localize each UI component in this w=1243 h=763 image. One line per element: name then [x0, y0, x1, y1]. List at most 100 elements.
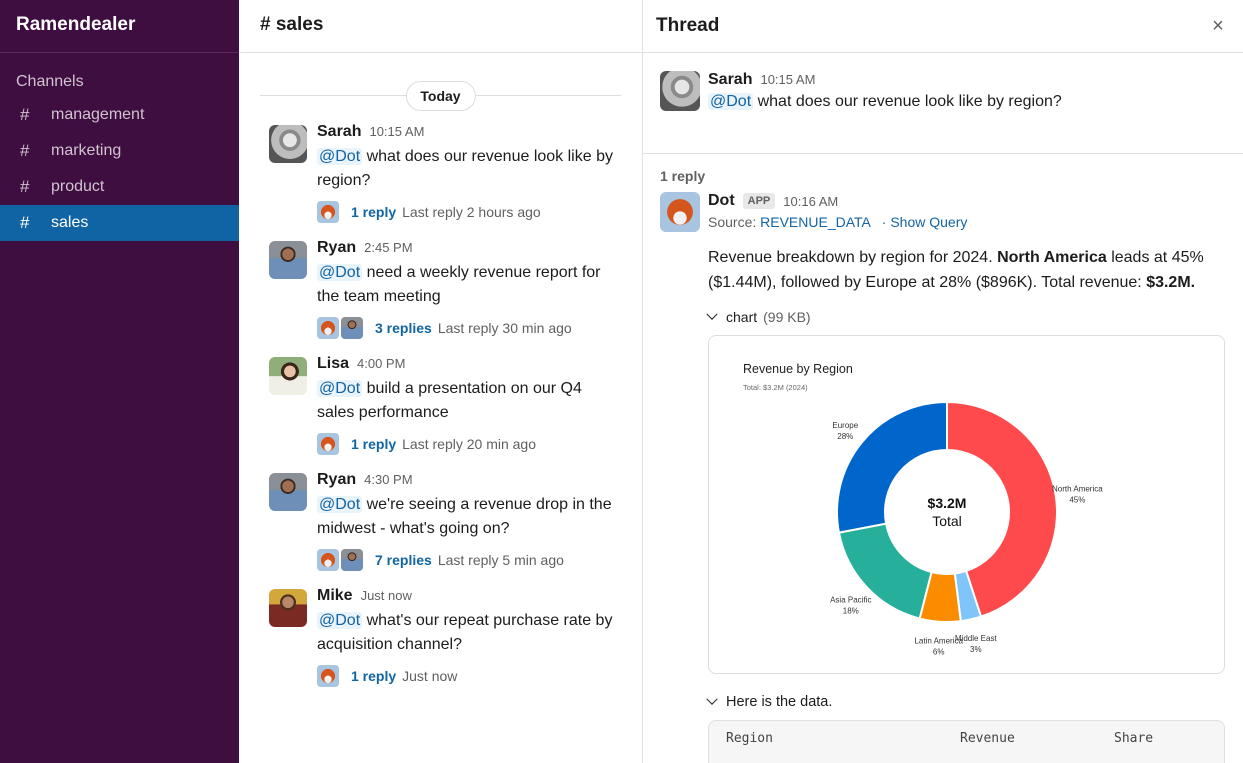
message-body: what's our repeat purchase rate by acqui… — [317, 612, 613, 653]
sidebar-channel-management[interactable]: # management — [0, 97, 239, 133]
slice-europe — [836, 400, 948, 534]
avatar-ryan[interactable] — [269, 473, 307, 511]
replies-link[interactable]: 3 replies — [375, 320, 432, 336]
message-text: @Dot we're seeing a revenue drop in the … — [317, 493, 617, 541]
thread-parent-message[interactable]: Sarah 10:15 AM @Dot what does our revenu… — [643, 53, 1243, 154]
replies-link[interactable]: 1 reply — [351, 668, 397, 684]
day-divider-pill[interactable]: Today — [405, 81, 476, 111]
channels-section-title[interactable]: Channels — [16, 73, 84, 90]
channel-header: # sales — [239, 0, 642, 53]
fox-avatar-icon — [317, 433, 339, 455]
message-text: Revenue breakdown by region for 2024. No… — [708, 245, 1218, 295]
workspace-name: Ramendealer — [16, 14, 136, 35]
replies-link[interactable]: 1 reply — [351, 436, 397, 452]
close-icon[interactable]: × — [1212, 14, 1224, 37]
avatar-dot-fox[interactable] — [660, 192, 700, 232]
chart-card[interactable]: Revenue by Region Total: $3.2M (2024) $3… — [708, 335, 1225, 674]
chart-center-value: $3.2M — [928, 495, 967, 511]
message-text: @Dot build a presentation on our Q4 sale… — [317, 377, 617, 425]
mention-dot[interactable]: @Dot — [708, 93, 754, 110]
svg-text:Middle East: Middle East — [955, 634, 998, 643]
message[interactable]: Ryan 2:45 PM @Dot need a weekly revenue … — [239, 239, 642, 341]
svg-text:Latin America: Latin America — [914, 637, 963, 646]
message-body: we're seeing a revenue drop in the midwe… — [317, 496, 612, 537]
donut-chart: $3.2M Total North America 45% Middle East 3… — [830, 400, 1103, 657]
thread-replies[interactable]: 3 replies Last reply 30 min ago — [317, 315, 642, 341]
hash-icon: # — [20, 177, 30, 196]
last-reply-meta: Last reply 30 min ago — [437, 320, 572, 336]
attachment-label: chart — [726, 309, 758, 325]
avatar-mike[interactable] — [269, 589, 307, 627]
mention-dot[interactable]: @Dot — [317, 148, 363, 165]
ryan-avatar-icon — [341, 549, 363, 571]
fox-avatar-icon — [317, 665, 339, 687]
message-time[interactable]: 4:00 PM — [357, 356, 406, 371]
channel-label: marketing — [51, 142, 122, 159]
slice-labels: North America 45% Middle East 3% Latin Ameri… — [830, 421, 1103, 657]
message-time[interactable]: 10:15 AM — [369, 124, 425, 139]
message-text: @Dot what's our repeat purchase rate by … — [317, 609, 617, 657]
show-query-link[interactable]: · Show Query — [881, 214, 968, 230]
message-text: @Dot what does our revenue look like by … — [317, 145, 617, 193]
data-toggle-label: Here is the data. — [726, 694, 833, 710]
last-reply-meta: Last reply 2 hours ago — [402, 204, 541, 220]
avatar-sarah[interactable] — [660, 71, 700, 111]
svg-text:45%: 45% — [1069, 495, 1085, 504]
replies-link[interactable]: 1 reply — [351, 204, 397, 220]
chart-center-label: Total — [932, 513, 962, 529]
text-bold: $3.2M. — [1146, 274, 1196, 291]
replies-link[interactable]: 7 replies — [375, 552, 432, 568]
message-time[interactable]: Just now — [360, 588, 412, 603]
col-header-revenue[interactable]: Revenue — [960, 731, 1015, 746]
source-line: Source: REVENUE_DATA · Show Query — [708, 214, 1243, 230]
thread-replies[interactable]: 1 reply Last reply 20 min ago — [317, 431, 642, 457]
avatar-lisa[interactable] — [269, 357, 307, 395]
message-text: @Dot what does our revenue look like by … — [708, 89, 1243, 115]
message-time[interactable]: 4:30 PM — [364, 472, 413, 487]
avatar-sarah[interactable] — [269, 125, 307, 163]
last-reply-meta: Last reply 20 min ago — [402, 436, 536, 452]
sidebar-channel-product[interactable]: # product — [0, 169, 239, 205]
channel-pane: # sales Today Sarah 10:15 AM @Dot what d… — [239, 0, 643, 763]
thread-replies[interactable]: 1 reply Last reply 2 hours ago — [317, 199, 642, 225]
message-time[interactable]: 2:45 PM — [364, 240, 413, 255]
ryan-avatar-icon — [341, 317, 363, 339]
message-author[interactable]: Sarah — [317, 123, 362, 140]
mention-dot[interactable]: @Dot — [317, 612, 363, 629]
message[interactable]: Ryan 4:30 PM @Dot we're seeing a revenue… — [239, 471, 642, 573]
mention-dot[interactable]: @Dot — [317, 264, 363, 281]
chart-attachment-toggle[interactable]: chart (99 KB) — [706, 308, 1243, 325]
channel-label: management — [51, 106, 145, 123]
message-author[interactable]: Ryan — [317, 471, 357, 488]
message-author[interactable]: Ryan — [317, 239, 357, 256]
text-part: Revenue breakdown by region for 2024. — [708, 249, 993, 266]
message-time[interactable]: 10:15 AM — [760, 72, 816, 87]
message-author[interactable]: Dot — [708, 192, 735, 209]
sidebar-channel-marketing[interactable]: # marketing — [0, 133, 239, 169]
col-header-share[interactable]: Share — [1114, 731, 1154, 746]
message[interactable]: Lisa 4:00 PM @Dot build a presentation o… — [239, 355, 642, 457]
mention-dot[interactable]: @Dot — [317, 380, 363, 397]
message-text: @Dot need a weekly revenue report for th… — [317, 261, 617, 309]
bot-reply-message[interactable]: Dot APP 10:16 AM Source: REVENUE_DATA · … — [643, 190, 1243, 763]
channel-title[interactable]: # sales — [260, 14, 324, 35]
thread-replies[interactable]: 1 reply Just now — [317, 663, 642, 689]
message-time[interactable]: 10:16 AM — [783, 193, 839, 209]
message-author[interactable]: Lisa — [317, 355, 350, 372]
message-body: need a weekly revenue report for the tea… — [317, 264, 601, 305]
col-header-region[interactable]: Region — [726, 731, 773, 746]
message[interactable]: Mike Just now @Dot what's our repeat pur… — [239, 587, 642, 689]
avatar-ryan[interactable] — [269, 241, 307, 279]
thread-replies[interactable]: 7 replies Last reply 5 min ago — [317, 547, 642, 573]
data-toggle[interactable]: Here is the data. — [706, 693, 1243, 710]
source-link[interactable]: REVENUE_DATA — [760, 214, 871, 230]
last-reply-meta: Just now — [402, 668, 458, 684]
hash-icon: # — [20, 213, 30, 232]
sidebar-channel-sales[interactable]: # sales — [0, 205, 239, 241]
message-author[interactable]: Mike — [317, 587, 353, 604]
message-author[interactable]: Sarah — [708, 71, 753, 88]
workspace-header[interactable]: Ramendealer — [0, 0, 239, 53]
mention-dot[interactable]: @Dot — [317, 496, 363, 513]
message[interactable]: Sarah 10:15 AM @Dot what does our revenu… — [239, 123, 642, 225]
thread-title: Thread — [656, 15, 720, 36]
